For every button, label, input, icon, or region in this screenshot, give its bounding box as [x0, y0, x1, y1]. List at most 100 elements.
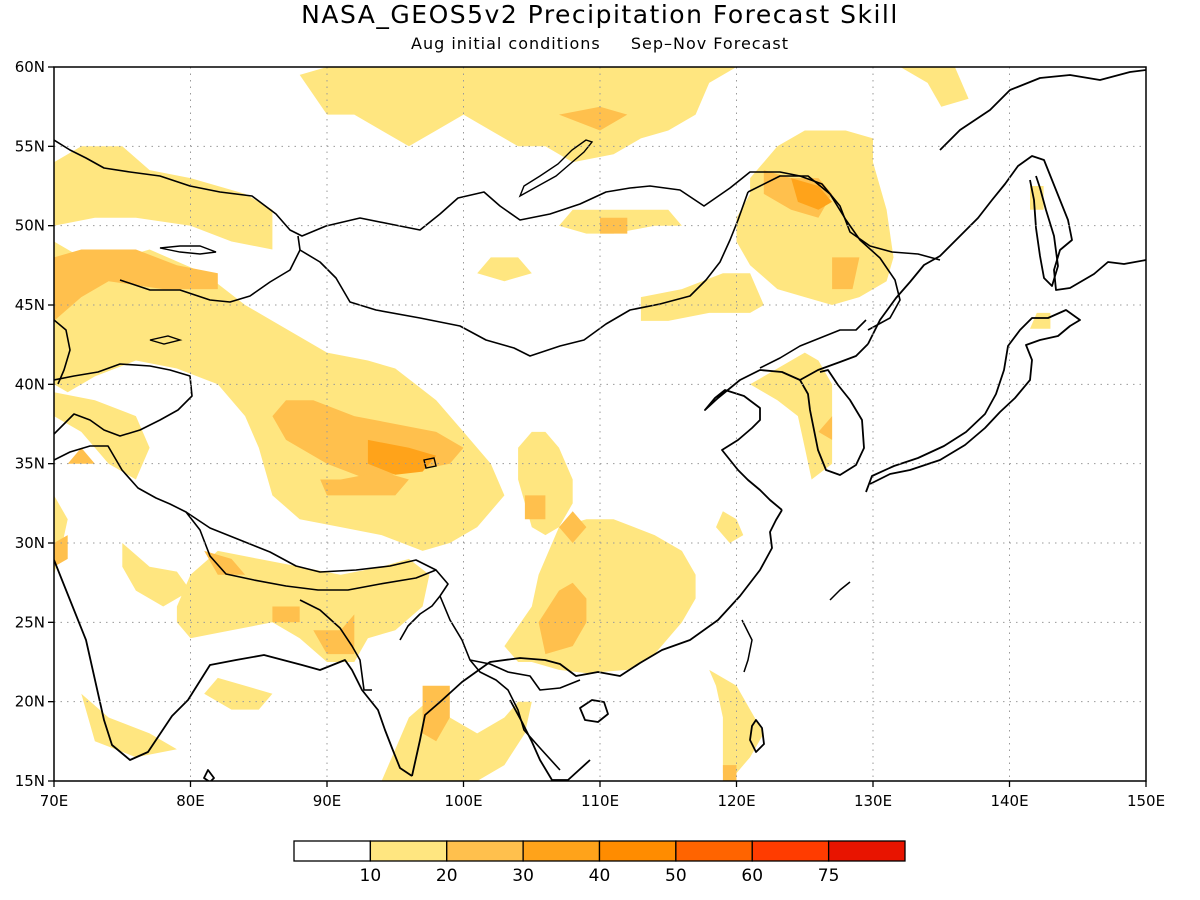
skill-region-level-3 — [367, 439, 437, 475]
skill-shading-layer — [54, 67, 1051, 781]
colorbar-box — [598, 840, 677, 862]
coastline-hainan — [579, 699, 609, 723]
skill-region-level-1 — [736, 130, 894, 305]
y-tick-label: 45N — [15, 296, 45, 314]
skill-region-level-2 — [818, 416, 833, 440]
skill-region-level-2 — [313, 614, 355, 655]
lakes-layer — [149, 139, 594, 469]
colorbar-box — [293, 840, 372, 862]
border-china-russia-east — [747, 175, 901, 331]
colorbar-label: 40 — [589, 866, 611, 886]
x-tick-label: 150E — [1127, 792, 1165, 810]
coastline-south-asia — [54, 559, 413, 777]
skill-region-level-1 — [709, 669, 764, 774]
coastline-china-east — [704, 343, 869, 511]
colorbar-box — [675, 840, 753, 862]
skill-region-level-2 — [54, 249, 218, 321]
border-india-myanmar — [299, 599, 372, 691]
y-tick-label: 25N — [15, 613, 45, 631]
skill-region-level-1 — [81, 693, 177, 758]
skill-region-level-1 — [518, 431, 573, 536]
x-tick-label: 100E — [444, 792, 482, 810]
skill-region-level-2 — [559, 106, 628, 131]
map-frame — [53, 66, 1147, 782]
skill-region-level-2 — [538, 582, 587, 655]
skill-region-level-1 — [381, 693, 532, 781]
skill-region-level-1 — [716, 511, 744, 543]
skill-region-level-1 — [204, 677, 273, 710]
coastline-indochina — [411, 509, 783, 777]
lake-qinghai — [423, 457, 437, 469]
border-china-korea — [759, 319, 867, 369]
coastline-sea-of-okhotsk — [939, 69, 1146, 151]
subtitle-forecast-period: Sep–Nov Forecast — [630, 34, 789, 53]
skill-region-level-2 — [559, 511, 587, 543]
skill-region-level-1 — [122, 543, 191, 607]
x-tick-label: 130E — [854, 792, 892, 810]
x-tick-label: 80E — [176, 792, 205, 810]
y-tick-label: 20N — [15, 693, 45, 711]
border-china-laos-vietnam — [469, 659, 581, 691]
y-tick-label: 40N — [15, 375, 45, 393]
coastline-philippines — [741, 619, 753, 673]
skill-region-level-1 — [900, 67, 969, 107]
y-tick-label: 30N — [15, 534, 45, 552]
subtitle-initial-conditions: Aug initial conditions — [411, 34, 601, 53]
colorbar-label: 10 — [360, 866, 382, 886]
coastline-layer — [54, 69, 1146, 781]
colorbar: 10 20 30 40 50 60 75 — [293, 840, 906, 886]
lake-baikal — [518, 139, 594, 198]
y-tick-label: 60N — [15, 58, 45, 76]
border-myanmar-thailand — [439, 595, 561, 771]
border-mongolia-china — [297, 191, 749, 357]
border-central-asia — [54, 363, 193, 437]
coastline-sakhalin — [1029, 175, 1059, 287]
colorbar-box — [751, 840, 830, 862]
border-layer — [54, 139, 941, 771]
coastline-korea — [799, 369, 865, 476]
colorbar-label: 20 — [436, 866, 458, 886]
map-subtitle: Aug initial conditions Sep–Nov Forecast — [0, 34, 1200, 53]
border-caspian — [54, 319, 71, 385]
gridlines — [54, 67, 1146, 781]
colorbar-label: 50 — [665, 866, 687, 886]
y-tick-label: 35N — [15, 455, 45, 473]
y-tick-label: 55N — [15, 137, 45, 155]
skill-region-level-2 — [832, 257, 860, 290]
colorbar-label: 60 — [741, 866, 763, 886]
y-tick-label: 50N — [15, 217, 45, 235]
colorbar-box — [522, 840, 601, 862]
colorbar-box — [369, 840, 448, 862]
colorbar-label: 30 — [512, 866, 534, 886]
map-title: NASA_GEOS5v2 Precipitation Forecast Skil… — [301, 0, 899, 29]
coastline-japan — [865, 309, 1081, 493]
skill-region-level-1 — [54, 146, 273, 250]
skill-region-level-1 — [1030, 312, 1051, 329]
border-himalaya — [185, 511, 437, 573]
skill-region-level-2 — [320, 471, 409, 496]
skill-region-level-1 — [640, 273, 764, 321]
skill-region-level-1 — [54, 241, 505, 551]
skill-region-level-2 — [722, 765, 737, 781]
coastline-taiwan — [749, 719, 765, 753]
colorbar-box — [827, 840, 906, 862]
coastline-philippines-2 — [829, 581, 851, 601]
skill-region-level-1 — [176, 550, 430, 662]
coastline-sri-lanka — [203, 769, 215, 781]
lake-issyk-kul — [149, 335, 183, 345]
skill-region-level-2 — [272, 606, 300, 623]
map-axes: 70E 80E 90E 100E 110E 120E 130E 140E 150E 15N 20N 2… — [15, 58, 1165, 810]
coastline-russia-east — [867, 155, 1146, 345]
skill-region-level-1 — [299, 67, 737, 163]
border-kazakhstan-china — [119, 249, 301, 303]
x-tick-label: 70E — [40, 792, 69, 810]
skill-region-level-1 — [750, 352, 833, 480]
colorbar-box — [446, 840, 524, 862]
skill-region-level-2 — [54, 535, 68, 567]
x-tick-label: 110E — [581, 792, 619, 810]
skill-region-level-2 — [204, 550, 246, 575]
x-tick-label: 90E — [313, 792, 342, 810]
x-tick-label: 140E — [990, 792, 1028, 810]
skill-region-level-2 — [67, 447, 95, 464]
